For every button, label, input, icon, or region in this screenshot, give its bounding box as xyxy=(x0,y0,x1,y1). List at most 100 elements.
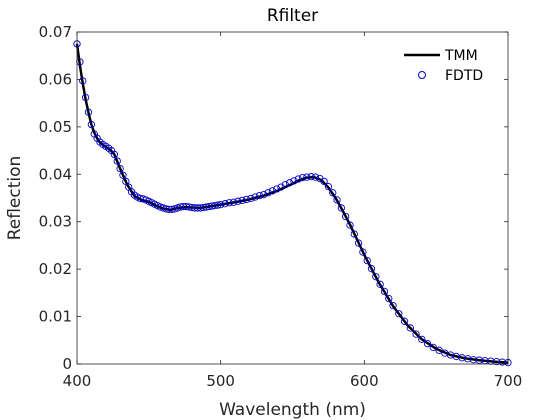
fdtd-point xyxy=(208,202,216,210)
x-tick-label: 700 xyxy=(494,372,523,390)
y-tick-label: 0.04 xyxy=(39,165,72,183)
fdtd-point xyxy=(119,171,127,179)
fdtd-point xyxy=(320,177,328,186)
fdtd-point xyxy=(324,182,333,191)
x-tick-label: 500 xyxy=(206,372,235,390)
fdtd-point xyxy=(285,179,294,187)
fdtd-point xyxy=(363,256,371,265)
legend-label-fdtd: FDTD xyxy=(445,68,483,84)
fdtd-point xyxy=(492,357,501,366)
fdtd-point xyxy=(176,203,185,211)
fdtd-point xyxy=(298,173,307,182)
fdtd-point xyxy=(238,196,246,205)
fdtd-point xyxy=(273,185,281,193)
x-ticks: 400 500 600 700 xyxy=(63,32,523,390)
fdtd-point xyxy=(342,212,350,221)
fdtd-point xyxy=(122,177,130,186)
fdtd-point xyxy=(458,354,466,362)
fdtd-point xyxy=(202,203,210,211)
legend-label-tmm: TMM xyxy=(444,48,478,64)
fdtd-point xyxy=(395,310,403,318)
y-tick-label: 0.07 xyxy=(39,23,72,41)
fdtd-point xyxy=(251,193,259,201)
y-axis-title: Reflection xyxy=(5,156,25,241)
fdtd-point xyxy=(303,173,311,181)
fdtd-point xyxy=(185,203,193,211)
fdtd-point xyxy=(406,324,414,332)
fdtd-point xyxy=(418,335,426,343)
y-tick-label: 0.06 xyxy=(39,70,72,88)
fdtd-point xyxy=(234,197,242,205)
fdtd-point xyxy=(307,173,315,181)
y-tick-label: 0.05 xyxy=(39,118,72,136)
fdtd-point xyxy=(84,108,93,116)
fdtd-point xyxy=(376,280,384,288)
fdtd-point xyxy=(225,199,233,207)
fdtd-point xyxy=(380,287,389,296)
plot-frame xyxy=(76,31,509,365)
fdtd-point xyxy=(359,248,367,256)
fdtd-point xyxy=(290,177,298,185)
legend: TMM FDTD xyxy=(404,48,483,84)
fdtd-point xyxy=(162,205,170,213)
fdtd-point xyxy=(194,204,202,212)
fdtd-point xyxy=(367,265,376,273)
fdtd-point xyxy=(79,77,87,85)
fdtd-point xyxy=(400,317,409,325)
y-ticks: 0 0.01 0.02 0.03 0.04 0.05 0.06 0.07 xyxy=(39,23,508,373)
fdtd-point xyxy=(475,356,483,364)
fdtd-point xyxy=(429,343,437,352)
fdtd-point xyxy=(255,191,264,200)
fdtd-point xyxy=(260,191,268,199)
fdtd-point xyxy=(242,195,251,204)
y-tick-label: 0 xyxy=(62,355,72,373)
fdtd-point xyxy=(205,202,213,211)
fdtd-point xyxy=(247,194,255,203)
fdtd-point xyxy=(87,120,96,129)
fdtd-point xyxy=(464,355,472,363)
y-tick-label: 0.03 xyxy=(39,213,72,231)
fdtd-point xyxy=(277,183,285,191)
fdtd-point xyxy=(217,200,225,209)
fdtd-point xyxy=(110,150,119,159)
fdtd-point xyxy=(372,273,380,281)
fdtd-point xyxy=(191,204,199,212)
x-axis-title: Wavelength (nm) xyxy=(219,400,366,420)
fdtd-point xyxy=(211,201,219,210)
fdtd-point xyxy=(196,204,205,212)
fdtd-point xyxy=(423,339,432,348)
fdtd-point xyxy=(113,157,121,165)
fdtd-point xyxy=(389,302,397,310)
fdtd-point xyxy=(354,239,363,247)
fdtd-point xyxy=(165,205,173,214)
fdtd-point xyxy=(268,187,277,195)
fdtd-point xyxy=(311,173,320,181)
fdtd-point xyxy=(329,189,337,197)
fdtd-point xyxy=(182,202,190,211)
fdtd-point xyxy=(179,202,187,211)
fdtd-point xyxy=(294,175,302,183)
fdtd-point xyxy=(346,221,354,229)
series-layer xyxy=(73,40,512,367)
fdtd-point xyxy=(469,356,478,364)
fdtd-point xyxy=(435,346,443,354)
fdtd-point xyxy=(81,93,90,102)
fdtd-point xyxy=(498,358,506,366)
fdtd-point xyxy=(333,196,341,204)
fdtd-point xyxy=(188,203,196,212)
plot-area xyxy=(77,32,508,364)
fdtd-point xyxy=(221,200,229,208)
fdtd-point xyxy=(350,230,358,238)
y-tick-label: 0.02 xyxy=(39,260,72,278)
x-tick-label: 400 xyxy=(63,372,92,390)
fdtd-point xyxy=(412,330,420,338)
x-tick-label: 600 xyxy=(350,372,379,390)
legend-marker-fdtd xyxy=(418,71,426,79)
y-tick-label: 0.01 xyxy=(39,308,72,326)
fdtd-point xyxy=(337,204,345,212)
fdtd-point xyxy=(199,203,208,212)
fdtd-point xyxy=(214,201,222,209)
fdtd-point xyxy=(385,294,393,303)
fdtd-point xyxy=(281,181,289,189)
